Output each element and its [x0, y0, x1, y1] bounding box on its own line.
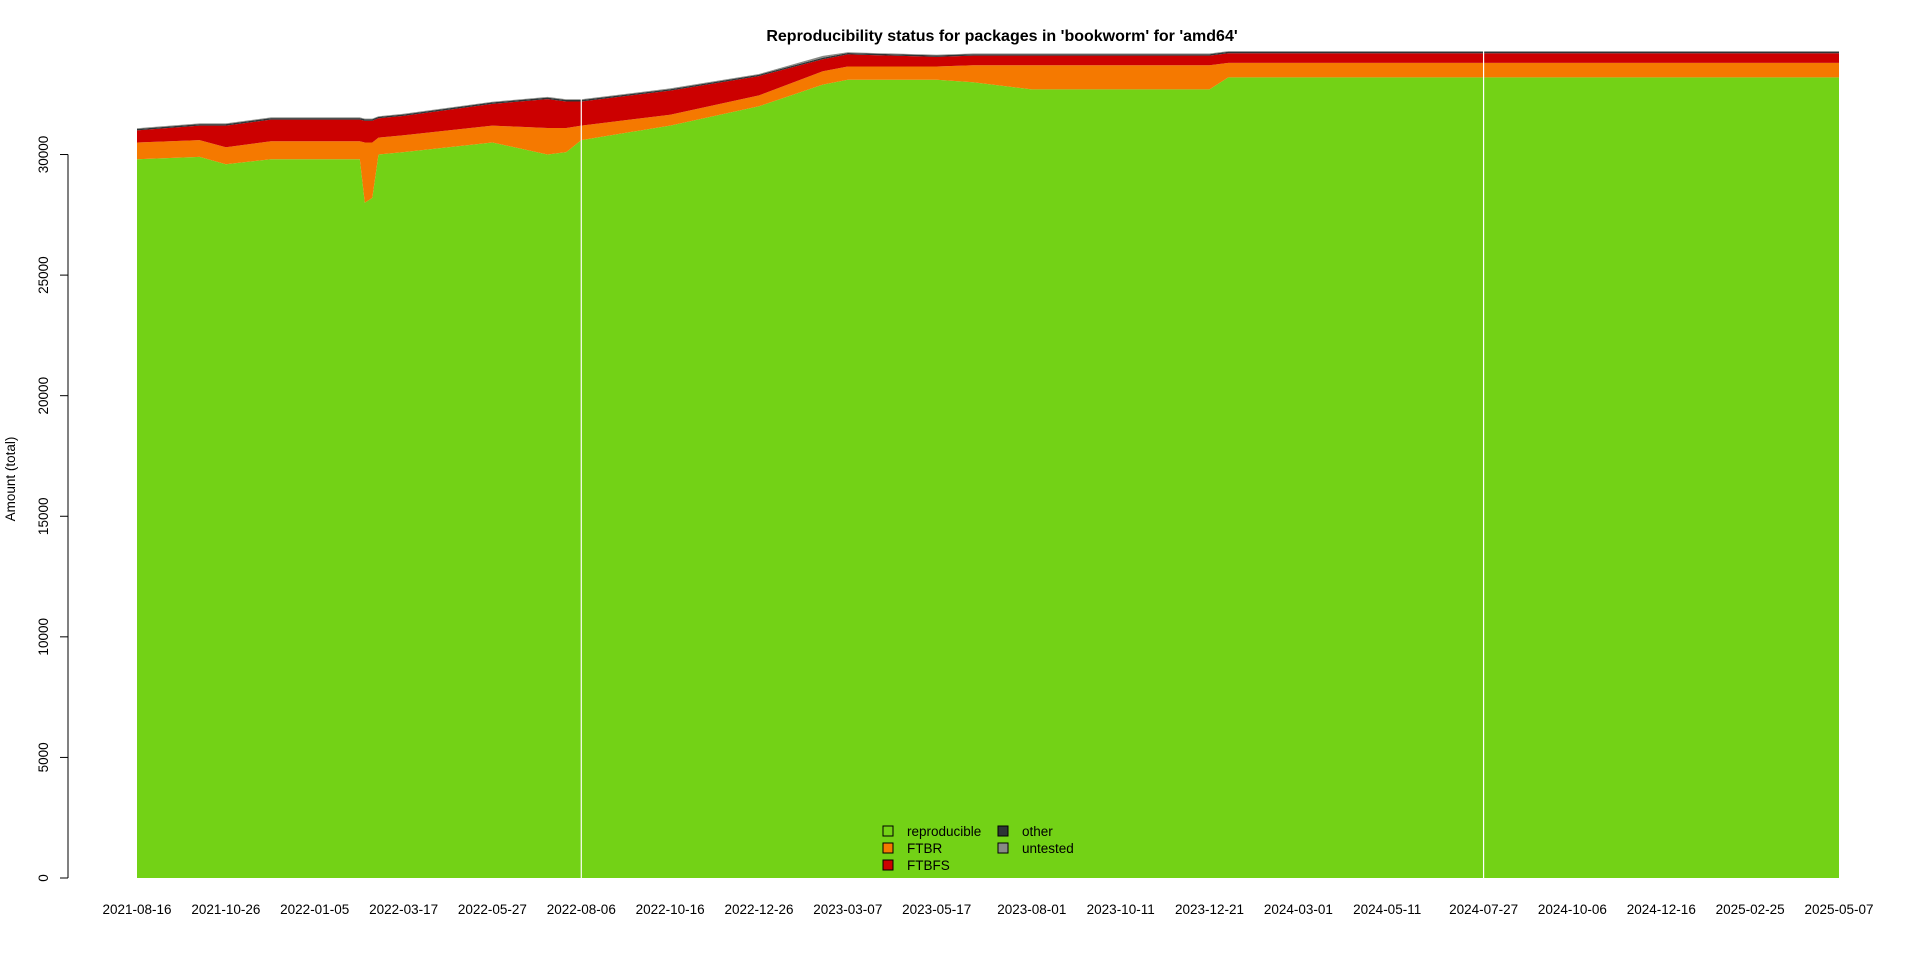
legend-label: reproducible — [907, 824, 981, 839]
y-axis: 0 5000 10000 15000 20000 25000 30000 — [36, 136, 69, 882]
chart-title: Reproducibility status for packages in '… — [766, 28, 1237, 45]
legend-item-reproducible: reproducible — [882, 824, 981, 839]
legend-label: FTBFS — [907, 858, 950, 873]
x-tick-label: 2023-12-21 — [1175, 902, 1244, 917]
x-tick-label: 2025-02-25 — [1716, 902, 1785, 917]
x-tick-label: 2022-03-17 — [369, 902, 438, 917]
legend-item-ftbfs: FTBFS — [882, 858, 950, 873]
x-axis: 2021-08-16 2021-10-26 2022-01-05 2022-03-17… — [102, 902, 1873, 917]
x-tick-label: 2023-08-01 — [997, 902, 1066, 917]
legend-swatch — [997, 842, 1009, 854]
y-tick-label: 30000 — [36, 136, 51, 174]
stacked-areas — [137, 51, 1839, 878]
x-tick-label: 2022-10-16 — [636, 902, 705, 917]
legend-swatch — [882, 825, 894, 837]
legend: reproducible FTBR FTBFS other untested — [882, 824, 1074, 873]
x-tick-label: 2025-05-07 — [1804, 902, 1873, 917]
legend-swatch — [997, 825, 1009, 837]
y-tick-label: 20000 — [36, 377, 51, 415]
legend-swatch — [882, 842, 894, 854]
x-tick-label: 2023-05-17 — [902, 902, 971, 917]
y-tick-label: 5000 — [36, 742, 51, 772]
x-tick-label: 2024-03-01 — [1264, 902, 1333, 917]
area-ftbfs — [137, 53, 1839, 148]
x-tick-label: 2021-08-16 — [102, 902, 171, 917]
legend-swatch — [882, 859, 894, 871]
x-tick-label: 2021-10-26 — [191, 902, 260, 917]
x-tick-label: 2024-07-27 — [1449, 902, 1518, 917]
x-tick-label: 2023-10-11 — [1087, 902, 1155, 917]
x-tick-label: 2022-12-26 — [724, 902, 793, 917]
x-tick-label: 2023-03-07 — [813, 902, 882, 917]
legend-label: FTBR — [907, 841, 942, 856]
legend-item-untested: untested — [997, 841, 1074, 856]
x-tick-label: 2024-12-16 — [1627, 902, 1696, 917]
x-tick-label: 2022-01-05 — [280, 902, 349, 917]
y-axis-label: Amount (total) — [3, 437, 18, 522]
y-tick-label: 0 — [36, 874, 51, 882]
legend-label: untested — [1022, 841, 1074, 856]
area-reproducible — [137, 77, 1839, 878]
x-tick-label: 2024-10-06 — [1538, 902, 1607, 917]
legend-item-other: other — [997, 824, 1053, 839]
area-ftbr — [137, 62, 1839, 203]
y-tick-label: 25000 — [36, 256, 51, 294]
vertical-markers — [580, 46, 1485, 878]
legend-label: other — [1022, 824, 1053, 839]
y-tick-label: 15000 — [36, 498, 51, 536]
y-tick-label: 10000 — [36, 618, 51, 656]
x-tick-label: 2022-05-27 — [458, 902, 527, 917]
x-tick-label: 2022-08-06 — [547, 902, 616, 917]
x-tick-label: 2024-05-11 — [1353, 902, 1421, 917]
legend-item-ftbr: FTBR — [882, 841, 942, 856]
